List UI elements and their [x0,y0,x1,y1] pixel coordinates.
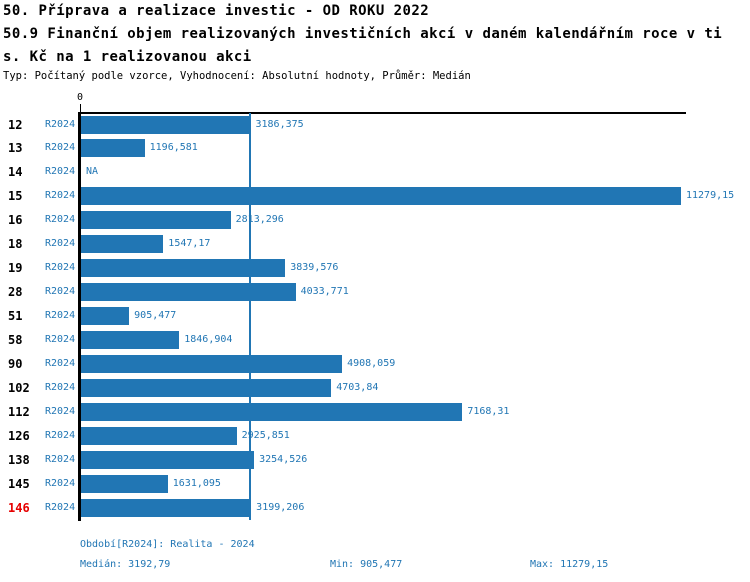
series-label: R2024 [45,477,76,489]
row-category-label: 15 [8,189,23,204]
bar-value-label: 1631,095 [172,477,221,489]
max-stat-label: Max: 11279,15 [530,559,609,570]
series-label: R2024 [45,238,76,250]
bar [81,450,255,469]
bar-value-label: 3199,206 [256,501,305,513]
bar [81,498,252,517]
axis-zero-tick-label: 0 [76,92,84,103]
report-section-title: 50. Příprava a realizace investic - OD R… [3,3,430,19]
bar-value-label: 2925,851 [241,429,290,441]
series-label: R2024 [45,118,76,130]
bar [81,378,332,397]
bar [81,330,180,349]
row-category-label: 13 [8,141,23,156]
row-category-label: 16 [8,213,23,228]
row-category-label: 12 [8,117,23,132]
bar-value-label: 4033,771 [300,286,349,298]
series-label: R2024 [45,453,76,465]
bar-value-label: 3254,526 [259,453,308,465]
bar-value-label: 3839,576 [290,262,339,274]
bar-value-label: 11279,15 [686,190,735,202]
series-label: R2024 [45,405,76,417]
bar-value-label: 4908,059 [347,357,396,369]
bar [81,354,343,373]
series-label: R2024 [45,190,76,202]
series-label: R2024 [45,166,76,178]
bar [81,115,251,134]
row-category-label: 51 [8,309,23,324]
median-stat-label: Medián: 3192,79 [80,559,171,570]
period-legend-label: Období[R2024]: Realita - 2024 [80,539,255,550]
row-category-label: 112 [8,404,30,419]
row-category-label: 146 [8,500,30,515]
axis-left-line [78,111,81,521]
indicator-title-line-2: s. Kč na 1 realizovanou akci [3,49,252,65]
bar-value-label: 1547,17 [168,238,211,250]
row-category-label: 19 [8,261,23,276]
row-category-label: 28 [8,285,23,300]
series-label: R2024 [45,262,76,274]
row-category-label: 14 [8,165,23,180]
series-label: R2024 [45,501,76,513]
bar-value-label: 2813,296 [235,214,284,226]
series-label: R2024 [45,214,76,226]
row-category-label: 145 [8,476,30,491]
series-label: R2024 [45,381,76,393]
bar [81,211,231,230]
bar-value-label: NA [86,166,99,178]
row-category-label: 102 [8,380,30,395]
row-category-label: 58 [8,332,23,347]
row-category-label: 126 [8,428,30,443]
median-reference-line [249,113,251,520]
axis-zero-tick-mark [79,104,81,112]
indicator-title-line-1: 50.9 Finanční objem realizovaných invest… [3,26,723,42]
bar [81,402,463,421]
row-category-label: 90 [8,356,23,371]
bar-value-label: 4703,84 [336,381,379,393]
bar-value-label: 1196,581 [149,142,198,154]
series-label: R2024 [45,142,76,154]
series-label: R2024 [45,310,76,322]
bar-value-label: 3186,375 [255,118,304,130]
series-label: R2024 [45,429,76,441]
bar [81,139,145,158]
indicator-meta-line: Typ: Počítaný podle vzorce, Vyhodnocení:… [3,70,471,82]
bar-value-label: 905,477 [134,310,177,322]
series-label: R2024 [45,333,76,345]
bar [81,283,296,302]
bar-value-label: 1846,904 [184,333,233,345]
bar [81,259,286,278]
axis-top-line [80,111,686,114]
series-label: R2024 [45,357,76,369]
row-category-label: 18 [8,237,23,252]
bar [81,426,237,445]
min-stat-label: Min: 905,477 [330,559,403,570]
bar-value-label: 7168,31 [467,405,510,417]
bar [81,187,681,206]
series-label: R2024 [45,286,76,298]
bar [81,307,130,326]
bar [81,474,168,493]
row-category-label: 138 [8,452,30,467]
bar [81,235,164,254]
